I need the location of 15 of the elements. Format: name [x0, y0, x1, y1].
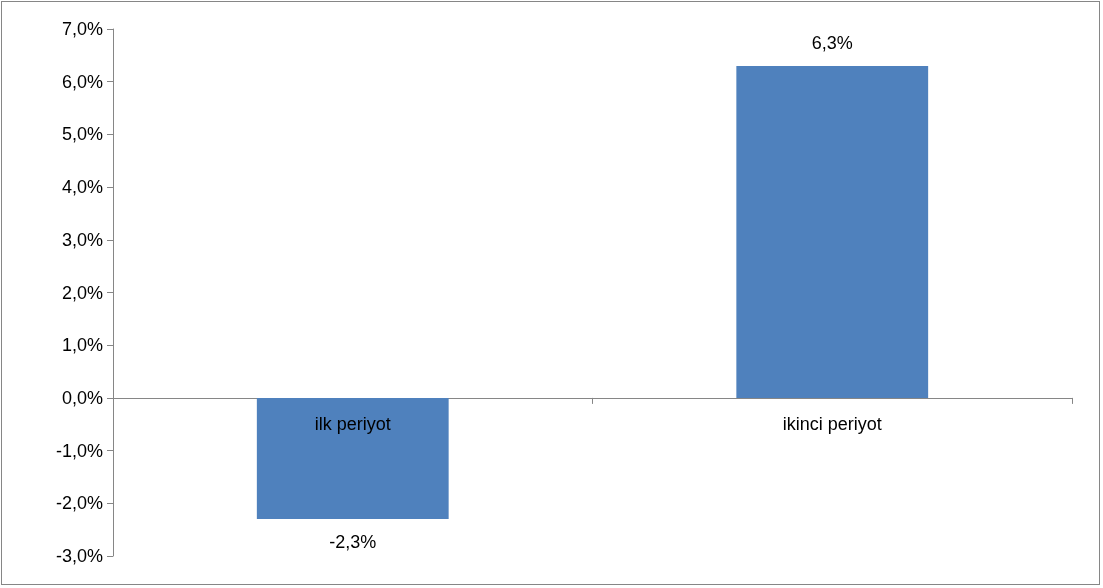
y-tick-label: 1,0% [61, 335, 103, 356]
y-tick-label: 6,0% [61, 71, 103, 92]
y-tick-label: 7,0% [61, 19, 103, 39]
y-tick-label: -2,0% [55, 493, 103, 514]
y-tick-label: 2,0% [61, 282, 103, 303]
y-tick-label: -3,0% [55, 546, 103, 566]
x-tick-label: ilk periyot [314, 413, 391, 434]
y-tick-label: 0,0% [61, 387, 103, 408]
y-tick-label: -1,0% [55, 440, 103, 461]
y-tick-label: 3,0% [61, 229, 103, 250]
data-label: -2,3% [329, 532, 377, 553]
data-label: 6,3% [811, 32, 853, 53]
y-tick-label: 5,0% [61, 124, 103, 145]
x-tick-label: ikinci periyot [782, 413, 882, 434]
y-tick-label: 4,0% [61, 177, 103, 198]
